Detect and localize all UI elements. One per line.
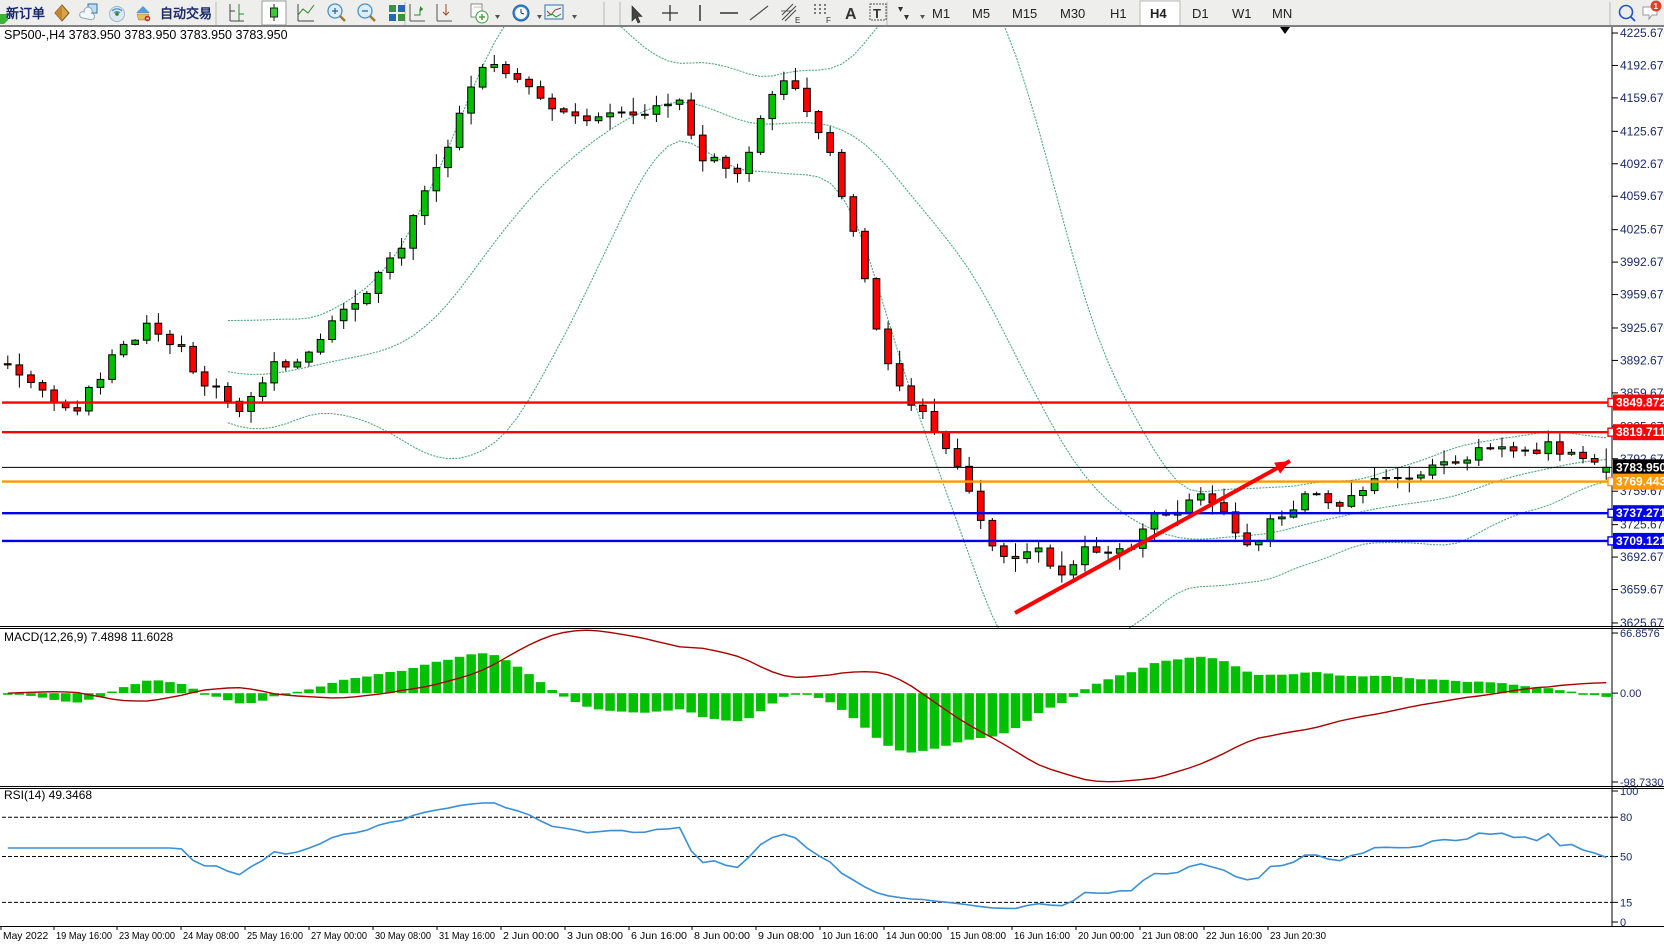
svg-text:15 Jun 08:00: 15 Jun 08:00 <box>950 931 1006 942</box>
svg-text:F: F <box>826 16 831 25</box>
svg-text:SP500-,H4 3783.950 3783.950 3: SP500-,H4 3783.950 3783.950 3783.950 378… <box>4 28 288 42</box>
svg-text:8 Jun 00:00: 8 Jun 00:00 <box>694 931 750 942</box>
svg-text:M5: M5 <box>972 6 990 21</box>
svg-text:3659.670: 3659.670 <box>1620 583 1664 597</box>
svg-text:RSI(14) 49.3468: RSI(14) 49.3468 <box>4 788 92 802</box>
svg-text:D1: D1 <box>1192 6 1209 21</box>
svg-text:16 Jun 16:00: 16 Jun 16:00 <box>1014 931 1070 942</box>
svg-text:6 Jun 16:00: 6 Jun 16:00 <box>631 931 687 942</box>
svg-text:T: T <box>873 6 881 21</box>
svg-text:2 Jun 00:00: 2 Jun 00:00 <box>503 931 559 942</box>
svg-text:4025.670: 4025.670 <box>1620 223 1664 237</box>
svg-text:M15: M15 <box>1012 6 1037 21</box>
svg-text:23 May 00:00: 23 May 00:00 <box>119 931 175 942</box>
svg-text:1: 1 <box>1654 2 1659 11</box>
svg-text:30 May 08:00: 30 May 08:00 <box>375 931 431 942</box>
svg-text:3 Jun 08:00: 3 Jun 08:00 <box>567 931 623 942</box>
svg-text:3737.271: 3737.271 <box>1616 506 1664 520</box>
svg-text:3783.950: 3783.950 <box>1616 460 1664 474</box>
svg-text:24 May 08:00: 24 May 08:00 <box>183 931 239 942</box>
svg-text:3959.670: 3959.670 <box>1620 288 1664 302</box>
svg-text:3925.670: 3925.670 <box>1620 321 1664 335</box>
svg-text:20 Jun 00:00: 20 Jun 00:00 <box>1078 931 1134 942</box>
svg-text:22 Jun 16:00: 22 Jun 16:00 <box>1206 931 1262 942</box>
svg-text:3709.121: 3709.121 <box>1616 534 1664 548</box>
svg-text:66.8576: 66.8576 <box>1620 629 1660 640</box>
svg-text:新订单: 新订单 <box>6 6 45 21</box>
svg-text:3992.670: 3992.670 <box>1620 255 1664 269</box>
svg-text:4125.670: 4125.670 <box>1620 124 1664 138</box>
svg-text:0.00: 0.00 <box>1620 688 1641 700</box>
svg-text:19 May 16:00: 19 May 16:00 <box>56 931 112 942</box>
svg-text:W1: W1 <box>1232 6 1252 21</box>
svg-text:May 2022: May 2022 <box>3 931 48 942</box>
svg-text:3692.670: 3692.670 <box>1620 550 1664 564</box>
svg-text:3849.872: 3849.872 <box>1616 396 1664 410</box>
svg-text:H4: H4 <box>1150 6 1167 21</box>
svg-text:25 May 16:00: 25 May 16:00 <box>247 931 303 942</box>
svg-text:M30: M30 <box>1060 6 1085 21</box>
svg-text:自动交易: 自动交易 <box>160 6 212 21</box>
svg-text:-98.7330: -98.7330 <box>1620 777 1663 786</box>
svg-text:23 Jun 20:30: 23 Jun 20:30 <box>1270 931 1326 942</box>
svg-text:31 May 16:00: 31 May 16:00 <box>439 931 495 942</box>
svg-text:27 May 00:00: 27 May 00:00 <box>311 931 367 942</box>
svg-text:4159.670: 4159.670 <box>1620 91 1664 105</box>
svg-text:10 Jun 16:00: 10 Jun 16:00 <box>822 931 878 942</box>
svg-text:MN: MN <box>1272 6 1292 21</box>
svg-text:4092.670: 4092.670 <box>1620 157 1664 171</box>
svg-text:M1: M1 <box>932 6 950 21</box>
svg-text:100: 100 <box>1620 787 1638 798</box>
svg-text:4225.670: 4225.670 <box>1620 27 1664 40</box>
svg-text:E: E <box>795 16 800 25</box>
svg-text:4059.670: 4059.670 <box>1620 189 1664 203</box>
svg-text:9 Jun 08:00: 9 Jun 08:00 <box>758 931 814 942</box>
svg-text:3769.443: 3769.443 <box>1616 475 1664 489</box>
svg-text:0: 0 <box>1620 917 1626 926</box>
svg-text:15: 15 <box>1620 897 1632 909</box>
svg-text:80: 80 <box>1620 812 1632 824</box>
svg-text:4192.670: 4192.670 <box>1620 58 1664 72</box>
svg-text:3819.711: 3819.711 <box>1616 425 1664 439</box>
svg-text:50: 50 <box>1620 852 1632 864</box>
svg-text:3892.670: 3892.670 <box>1620 353 1664 367</box>
svg-text:14 Jun 00:00: 14 Jun 00:00 <box>886 931 942 942</box>
svg-text:H1: H1 <box>1110 6 1127 21</box>
svg-text:MACD(12,26,9) 7.4898 11.6028: MACD(12,26,9) 7.4898 11.6028 <box>4 630 174 644</box>
svg-text:21 Jun 08:00: 21 Jun 08:00 <box>1142 931 1198 942</box>
svg-text:A: A <box>845 6 857 23</box>
